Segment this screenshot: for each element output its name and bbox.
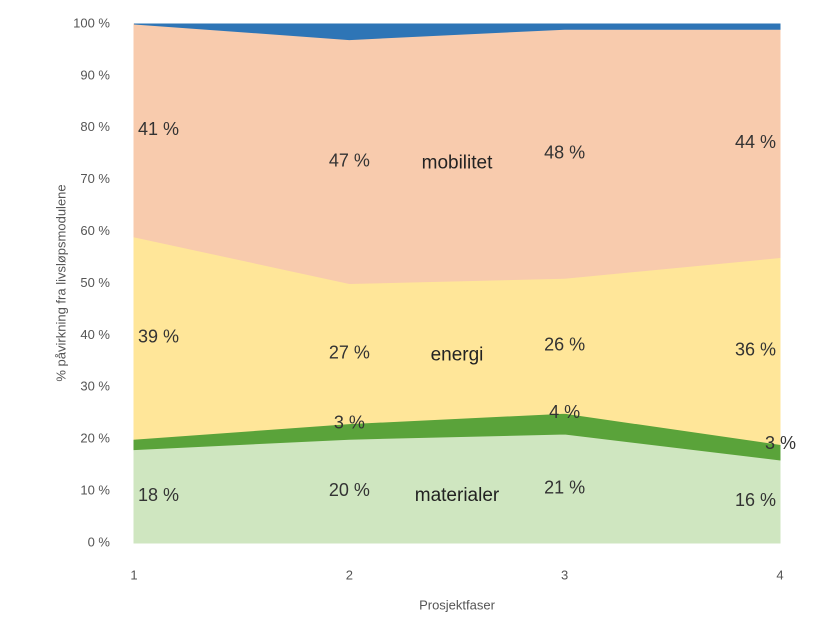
y-tick-label: 50 % <box>80 275 110 290</box>
x-tick-label: 1 <box>130 567 137 582</box>
data-label: 26 % <box>544 335 585 355</box>
y-tick-label: 70 % <box>80 171 110 186</box>
data-label: 16 % <box>735 490 776 510</box>
x-tick-label: 3 <box>561 567 568 582</box>
y-tick-label: 90 % <box>80 67 110 82</box>
y-tick-label: 20 % <box>80 431 110 446</box>
y-tick-label: 0 % <box>88 534 111 549</box>
x-tick-label: 2 <box>346 567 353 582</box>
y-tick-label: 60 % <box>80 223 110 238</box>
y-tick-label: 30 % <box>80 379 110 394</box>
series-label: energi <box>431 345 484 366</box>
area <box>133 23 781 41</box>
data-label: 3 % <box>334 412 365 432</box>
y-tick-label: 10 % <box>80 483 110 498</box>
x-axis-label: Prosjektfaser <box>419 597 496 612</box>
data-label: 27 % <box>329 342 370 362</box>
series-label: materialer <box>415 485 500 506</box>
data-label: 20 % <box>329 480 370 500</box>
data-label: 21 % <box>544 477 585 497</box>
y-tick-label: 80 % <box>80 119 110 134</box>
data-label: 41 % <box>138 119 179 139</box>
data-label: 44 % <box>735 132 776 152</box>
data-label: 4 % <box>549 402 580 422</box>
y-axis-label: % påvirkning fra livsløpsmodulene <box>53 184 68 381</box>
x-tick-label: 4 <box>776 567 783 582</box>
series-label: mobilitet <box>422 153 493 174</box>
data-label: 36 % <box>735 340 776 360</box>
y-tick-label: 100 % <box>73 15 110 30</box>
y-tick-label: 40 % <box>80 327 110 342</box>
data-label: 47 % <box>329 150 370 170</box>
data-label: 18 % <box>138 485 179 505</box>
data-label: 3 % <box>765 433 796 453</box>
data-label: 48 % <box>544 143 585 163</box>
data-label: 39 % <box>138 327 179 347</box>
